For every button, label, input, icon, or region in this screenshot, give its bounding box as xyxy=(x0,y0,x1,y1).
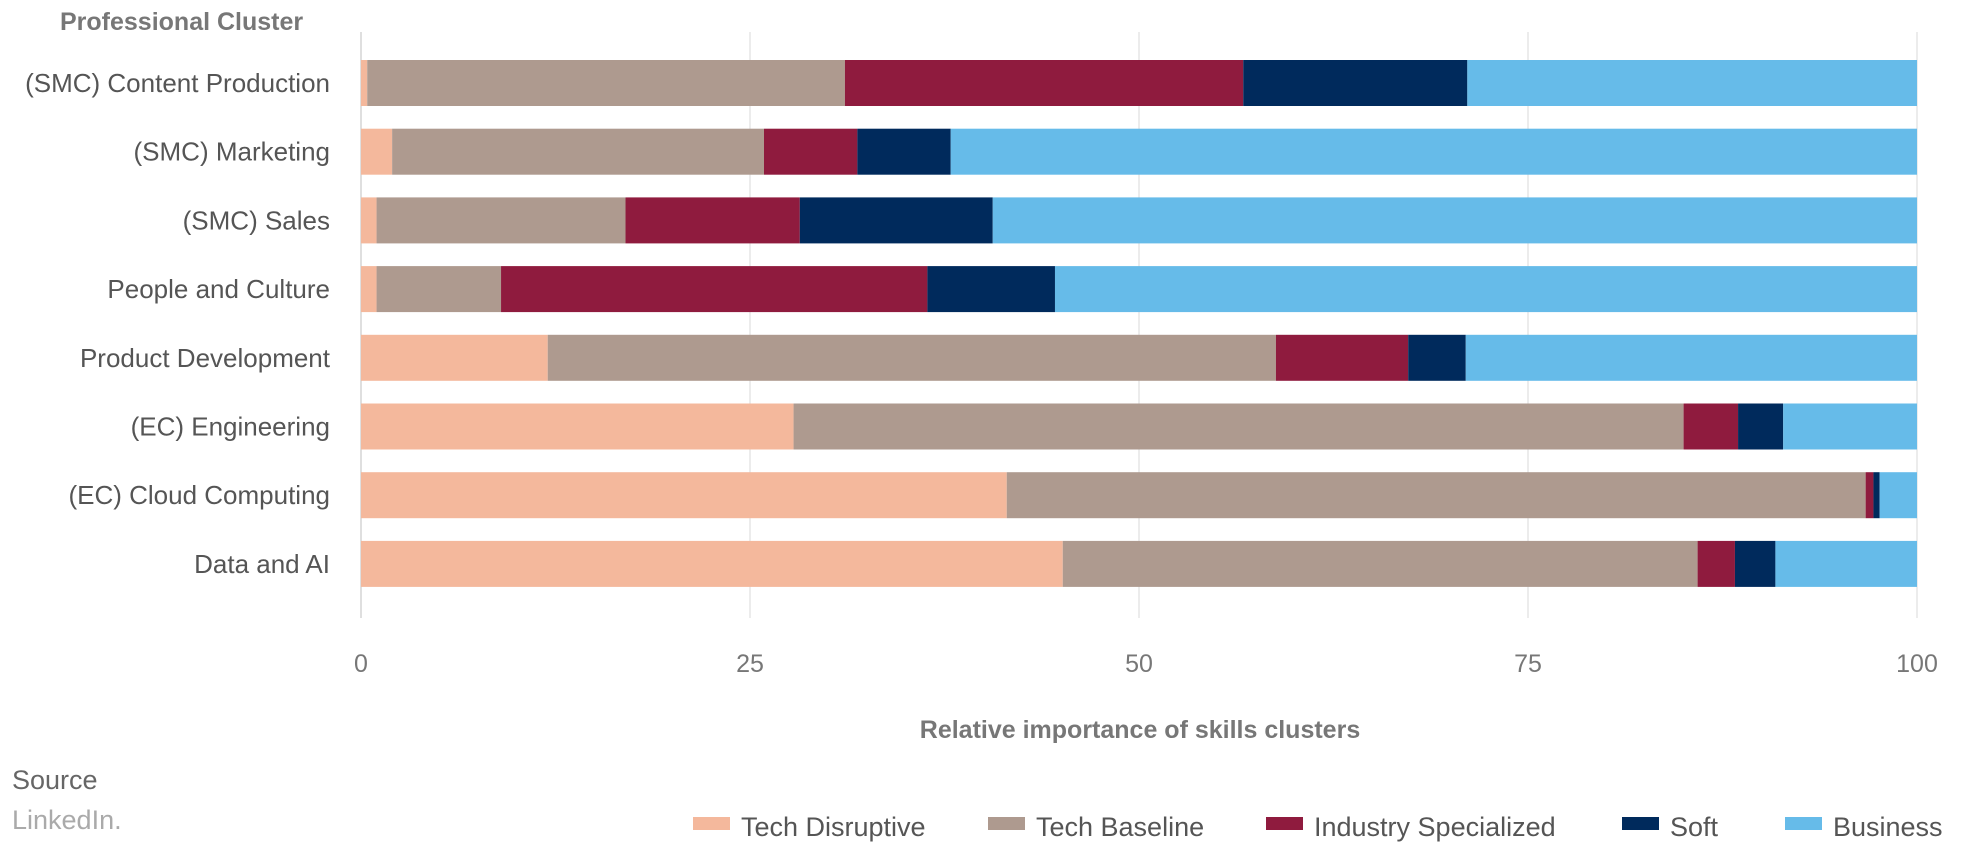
legend-swatch xyxy=(1622,817,1659,830)
legend-item: Soft xyxy=(1622,812,1719,842)
category-label: (SMC) Sales xyxy=(183,205,330,235)
bar-segment-5-4 xyxy=(1408,334,1466,381)
category-label: Data and AI xyxy=(194,549,330,579)
bar-segment-8-2 xyxy=(1062,540,1698,587)
bar-segment-2-5 xyxy=(950,128,1917,175)
bar-segment-5-5 xyxy=(1465,334,1917,381)
legend-swatch xyxy=(988,817,1025,830)
legend-label: Industry Specialized xyxy=(1314,812,1556,842)
bar-segment-7-5 xyxy=(1879,472,1917,519)
legend-swatch xyxy=(1266,817,1303,830)
x-axis-title: Relative importance of skills clusters xyxy=(920,716,1360,744)
x-tick-label: 100 xyxy=(1896,650,1938,678)
bar-segment-7-1 xyxy=(361,472,1007,519)
category-labels: (SMC) Content Production (SMC) Marketing (… xyxy=(25,68,331,579)
bar-segment-4-2 xyxy=(376,266,502,313)
y-axis-title: Professional Cluster xyxy=(60,8,303,36)
x-tick-label: 0 xyxy=(354,650,368,678)
bar-segment-1-4 xyxy=(1243,60,1468,106)
bar-segment-6-2 xyxy=(793,403,1684,450)
bar-segment-1-2 xyxy=(367,60,845,106)
legend-item: Industry Specialized xyxy=(1266,812,1556,842)
bar-segment-6-5 xyxy=(1783,403,1917,450)
x-tick-label: 75 xyxy=(1514,650,1542,678)
bar-segment-3-4 xyxy=(799,197,993,244)
category-label: People and Culture xyxy=(107,274,330,304)
bar-segment-1-1 xyxy=(361,60,368,106)
legend-label: Business xyxy=(1833,812,1943,842)
bar-segment-1-5 xyxy=(1467,60,1917,106)
bar-segment-3-3 xyxy=(625,197,800,244)
legend-label: Soft xyxy=(1670,812,1719,842)
legend-swatch xyxy=(693,817,730,830)
bar-segment-6-4 xyxy=(1738,403,1784,450)
category-label: (SMC) Content Production xyxy=(25,68,330,98)
category-label: Product Development xyxy=(80,343,331,373)
legend-item: Business xyxy=(1785,812,1943,842)
bar-segment-1-3 xyxy=(844,60,1244,106)
x-tick-label: 25 xyxy=(736,650,764,678)
bar-segment-2-3 xyxy=(764,128,858,175)
bar-segment-4-3 xyxy=(501,266,928,313)
bar-segment-4-4 xyxy=(927,266,1055,313)
source-text: LinkedIn. xyxy=(12,805,122,835)
category-label: (EC) Engineering xyxy=(131,412,330,442)
bar-segment-3-5 xyxy=(992,197,1917,244)
bar-segment-5-2 xyxy=(547,334,1276,381)
bar-segment-6-1 xyxy=(361,403,794,450)
bar-segment-4-1 xyxy=(361,266,377,313)
bar-segment-3-1 xyxy=(361,197,377,244)
legend-item: Tech Baseline xyxy=(988,812,1204,842)
x-tick-labels: 0 25 50 75 100 xyxy=(354,650,1938,678)
bar-segment-8-4 xyxy=(1734,540,1776,587)
legend: Tech Disruptive Tech Baseline Industry Spe… xyxy=(693,812,1943,842)
bar-segment-2-4 xyxy=(857,128,951,175)
category-label: (SMC) Marketing xyxy=(134,137,330,167)
category-label: (EC) Cloud Computing xyxy=(68,480,330,510)
bar-segment-7-3 xyxy=(1865,472,1874,519)
bar-segment-2-1 xyxy=(361,128,393,175)
bar-segment-4-5 xyxy=(1054,266,1917,313)
legend-item: Tech Disruptive xyxy=(693,812,926,842)
x-tick-label: 50 xyxy=(1125,650,1153,678)
bars xyxy=(361,60,1917,587)
legend-label: Tech Disruptive xyxy=(741,812,926,842)
grid-lines xyxy=(360,32,1918,618)
bar-segment-7-4 xyxy=(1873,472,1880,519)
bar-segment-8-1 xyxy=(361,540,1063,587)
bar-segment-7-2 xyxy=(1006,472,1866,519)
bar-segment-3-2 xyxy=(376,197,626,244)
bar-segment-8-5 xyxy=(1775,540,1917,587)
bar-segment-2-2 xyxy=(392,128,765,175)
bar-segment-8-3 xyxy=(1697,540,1735,587)
legend-label: Tech Baseline xyxy=(1036,812,1204,842)
bar-segment-5-1 xyxy=(361,334,548,381)
bar-segment-6-3 xyxy=(1683,403,1739,450)
source-title: Source xyxy=(12,765,98,795)
bar-segment-5-3 xyxy=(1275,334,1409,381)
legend-swatch xyxy=(1785,817,1822,830)
